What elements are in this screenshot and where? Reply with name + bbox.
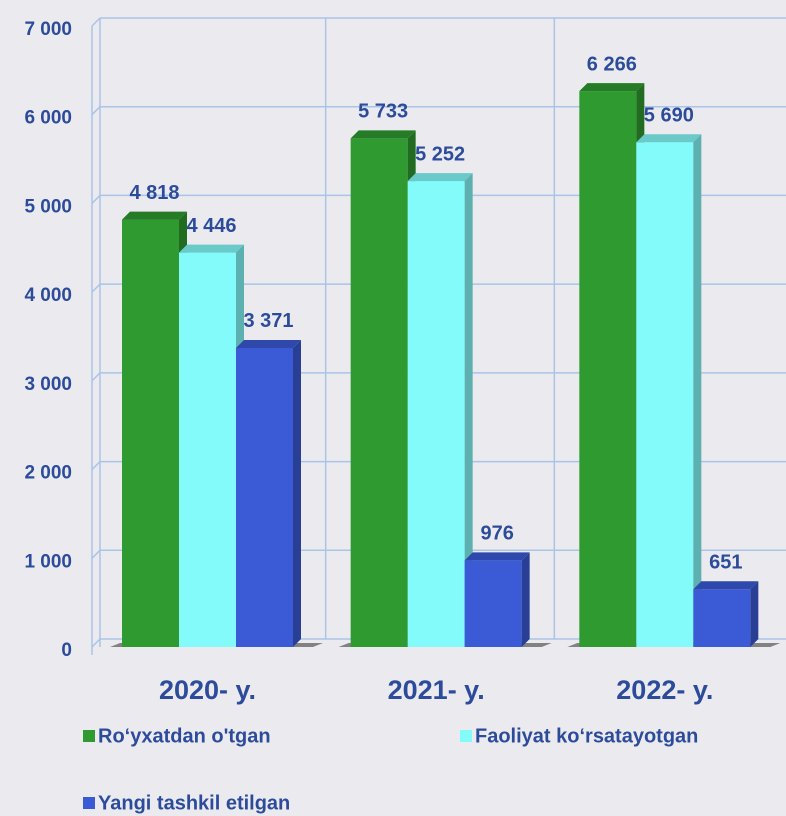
legend-swatch: [83, 730, 95, 742]
grid-line: [91, 194, 101, 204]
bar: [579, 91, 637, 648]
bar: [350, 138, 408, 647]
data-label: 3 371: [243, 310, 293, 332]
bar-side: [521, 552, 530, 647]
bar: [464, 560, 522, 647]
bar-top: [236, 339, 301, 348]
y-tick-label: 2 000: [24, 463, 72, 484]
bar: [179, 252, 236, 647]
bar: [636, 142, 694, 648]
legend-label: Ro‘yxatdan o'tgan: [98, 725, 271, 747]
y-tick-label: 7 000: [24, 19, 72, 40]
x-tick-label: 2020- y.: [159, 675, 256, 705]
y-tick-label: 5 000: [24, 196, 72, 217]
legend-label: Faoliyat ko‘rsatayotgan: [475, 725, 698, 747]
data-label: 651: [709, 552, 742, 574]
grid-line: [91, 283, 101, 293]
data-label: 4 818: [129, 182, 179, 204]
bar-top: [407, 173, 473, 182]
y-tick-label: 4 000: [24, 285, 72, 306]
bar-top: [693, 581, 759, 590]
grid-line: [91, 638, 101, 648]
data-label: 5 690: [644, 104, 694, 126]
y-tick-label: 0: [61, 640, 72, 661]
bar-side: [464, 173, 473, 647]
legend-label: Yangi tashkil etilgan: [98, 792, 290, 814]
grid-line: [91, 106, 101, 116]
y-tick-label: 3 000: [24, 374, 72, 395]
data-label: 4 446: [186, 215, 236, 237]
bar: [236, 347, 293, 647]
bar: [122, 219, 179, 647]
bar-side: [693, 134, 702, 648]
grid-line: [91, 549, 101, 559]
x-tick-label: 2021- y.: [388, 675, 485, 705]
legend-swatch: [460, 730, 472, 742]
data-label: 5 252: [415, 143, 465, 165]
bar-top: [636, 134, 702, 143]
bar-top: [122, 211, 187, 220]
data-label: 5 733: [358, 101, 408, 123]
y-tick-label: 6 000: [24, 108, 72, 129]
bar-top: [464, 552, 530, 561]
bar-side: [293, 339, 301, 647]
bar-top: [579, 83, 645, 92]
x-tick-label: 2022- y.: [616, 675, 713, 705]
grid-line: [91, 17, 101, 27]
grid-line: [91, 461, 101, 471]
bar: [407, 181, 465, 647]
bar-top: [179, 244, 244, 253]
y-tick-label: 1 000: [24, 551, 72, 572]
data-label: 976: [480, 523, 513, 545]
bar-top: [350, 130, 416, 139]
legend-swatch: [83, 797, 95, 809]
bar-side: [750, 581, 759, 647]
bar: [693, 589, 751, 647]
grid-line: [91, 372, 101, 382]
data-label: 6 266: [587, 53, 637, 75]
